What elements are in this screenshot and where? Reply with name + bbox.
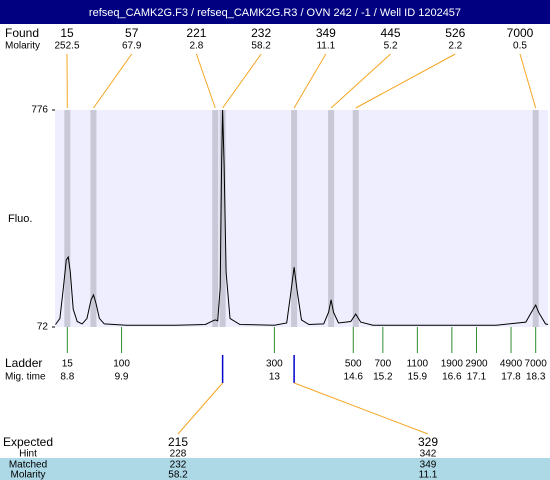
- ladder-size: 7000: [525, 359, 548, 370]
- molarity-row-label: Molarity: [10, 470, 45, 480]
- ladder-size: 1100: [407, 359, 429, 370]
- found-molarity: 0.5: [513, 41, 527, 52]
- found-connector: [222, 53, 262, 109]
- ladder-size: 700: [375, 359, 392, 370]
- hint-label: Hint: [19, 449, 37, 460]
- molarity-label: Molarity: [5, 41, 40, 52]
- plot-area: [55, 110, 548, 327]
- matched-size: 232: [170, 460, 187, 471]
- expected-size: 329: [418, 435, 438, 449]
- match-connector: [293, 382, 429, 435]
- matched-size: 349: [420, 460, 437, 471]
- ladder-size: 300: [266, 359, 283, 370]
- hint-size: 342: [420, 449, 437, 460]
- y-tick-label: 72: [37, 322, 49, 333]
- ladder-time: 9.9: [115, 372, 129, 383]
- peak-band: [532, 110, 539, 327]
- ladder-size: 500: [345, 359, 362, 370]
- found-connector: [330, 53, 391, 109]
- peak-band: [328, 110, 335, 327]
- found-size: 445: [381, 26, 401, 40]
- found-connector: [93, 53, 133, 109]
- ladder-size: 1900: [441, 359, 464, 370]
- found-size: 232: [251, 26, 271, 40]
- found-molarity: 58.2: [251, 41, 271, 52]
- ladder-time: 14.6: [344, 372, 364, 383]
- ladder-time: 15.2: [373, 372, 393, 383]
- ladder-time: 16.6: [442, 372, 462, 383]
- expected-label: Expected: [3, 435, 53, 449]
- ladder-size: 100: [113, 359, 130, 370]
- peak-band: [212, 110, 219, 327]
- hint-size: 228: [170, 449, 187, 460]
- found-size: 57: [125, 26, 139, 40]
- ladder-time: 8.8: [60, 372, 74, 383]
- title-bar: [0, 0, 550, 24]
- ladder-size: 4900: [500, 359, 523, 370]
- mig-time-label: Mig. time: [5, 372, 46, 383]
- table-highlight: [0, 458, 550, 480]
- ladder-time: 18.3: [526, 372, 546, 383]
- peak-band: [64, 110, 71, 327]
- found-size: 349: [316, 26, 336, 40]
- found-size: 7000: [507, 26, 534, 40]
- found-size: 526: [445, 26, 465, 40]
- found-molarity: 2.2: [448, 41, 462, 52]
- trace: [55, 109, 549, 326]
- peak-band: [291, 110, 298, 327]
- ladder-label: Ladder: [5, 356, 42, 370]
- ladder-time: 17.1: [467, 372, 487, 383]
- found-molarity: 11.1: [316, 41, 335, 52]
- chart-title: refseq_CAMK2G.F3 / refseq_CAMK2G.R3 / OV…: [89, 7, 461, 19]
- y-axis-label: Fluo.: [8, 213, 32, 225]
- expected-size: 215: [168, 435, 188, 449]
- peak-band: [219, 110, 226, 327]
- y-tick-label: 776: [31, 105, 48, 116]
- found-size: 15: [60, 26, 74, 40]
- found-molarity: 252.5: [54, 41, 79, 52]
- ladder-size: 15: [62, 359, 74, 370]
- ladder-time: 13: [269, 372, 281, 383]
- ladder-time: 15.9: [408, 372, 428, 383]
- matched-label: Matched: [9, 460, 47, 471]
- found-size: 221: [186, 26, 206, 40]
- found-connector: [519, 53, 537, 109]
- matched-molarity: 11.1: [419, 470, 438, 480]
- found-connector: [195, 53, 216, 109]
- ladder-size: 2900: [465, 359, 488, 370]
- found-label: Found: [5, 26, 39, 40]
- peak-band: [90, 110, 97, 327]
- found-molarity: 67.9: [122, 41, 142, 52]
- match-connector: [177, 382, 223, 435]
- found-molarity: 5.2: [384, 41, 398, 52]
- found-connector: [355, 53, 456, 109]
- peak-band: [352, 110, 359, 327]
- ladder-time: 17.8: [501, 372, 521, 383]
- matched-molarity: 58.2: [168, 470, 188, 480]
- found-molarity: 2.8: [189, 41, 203, 52]
- found-connector: [293, 53, 327, 109]
